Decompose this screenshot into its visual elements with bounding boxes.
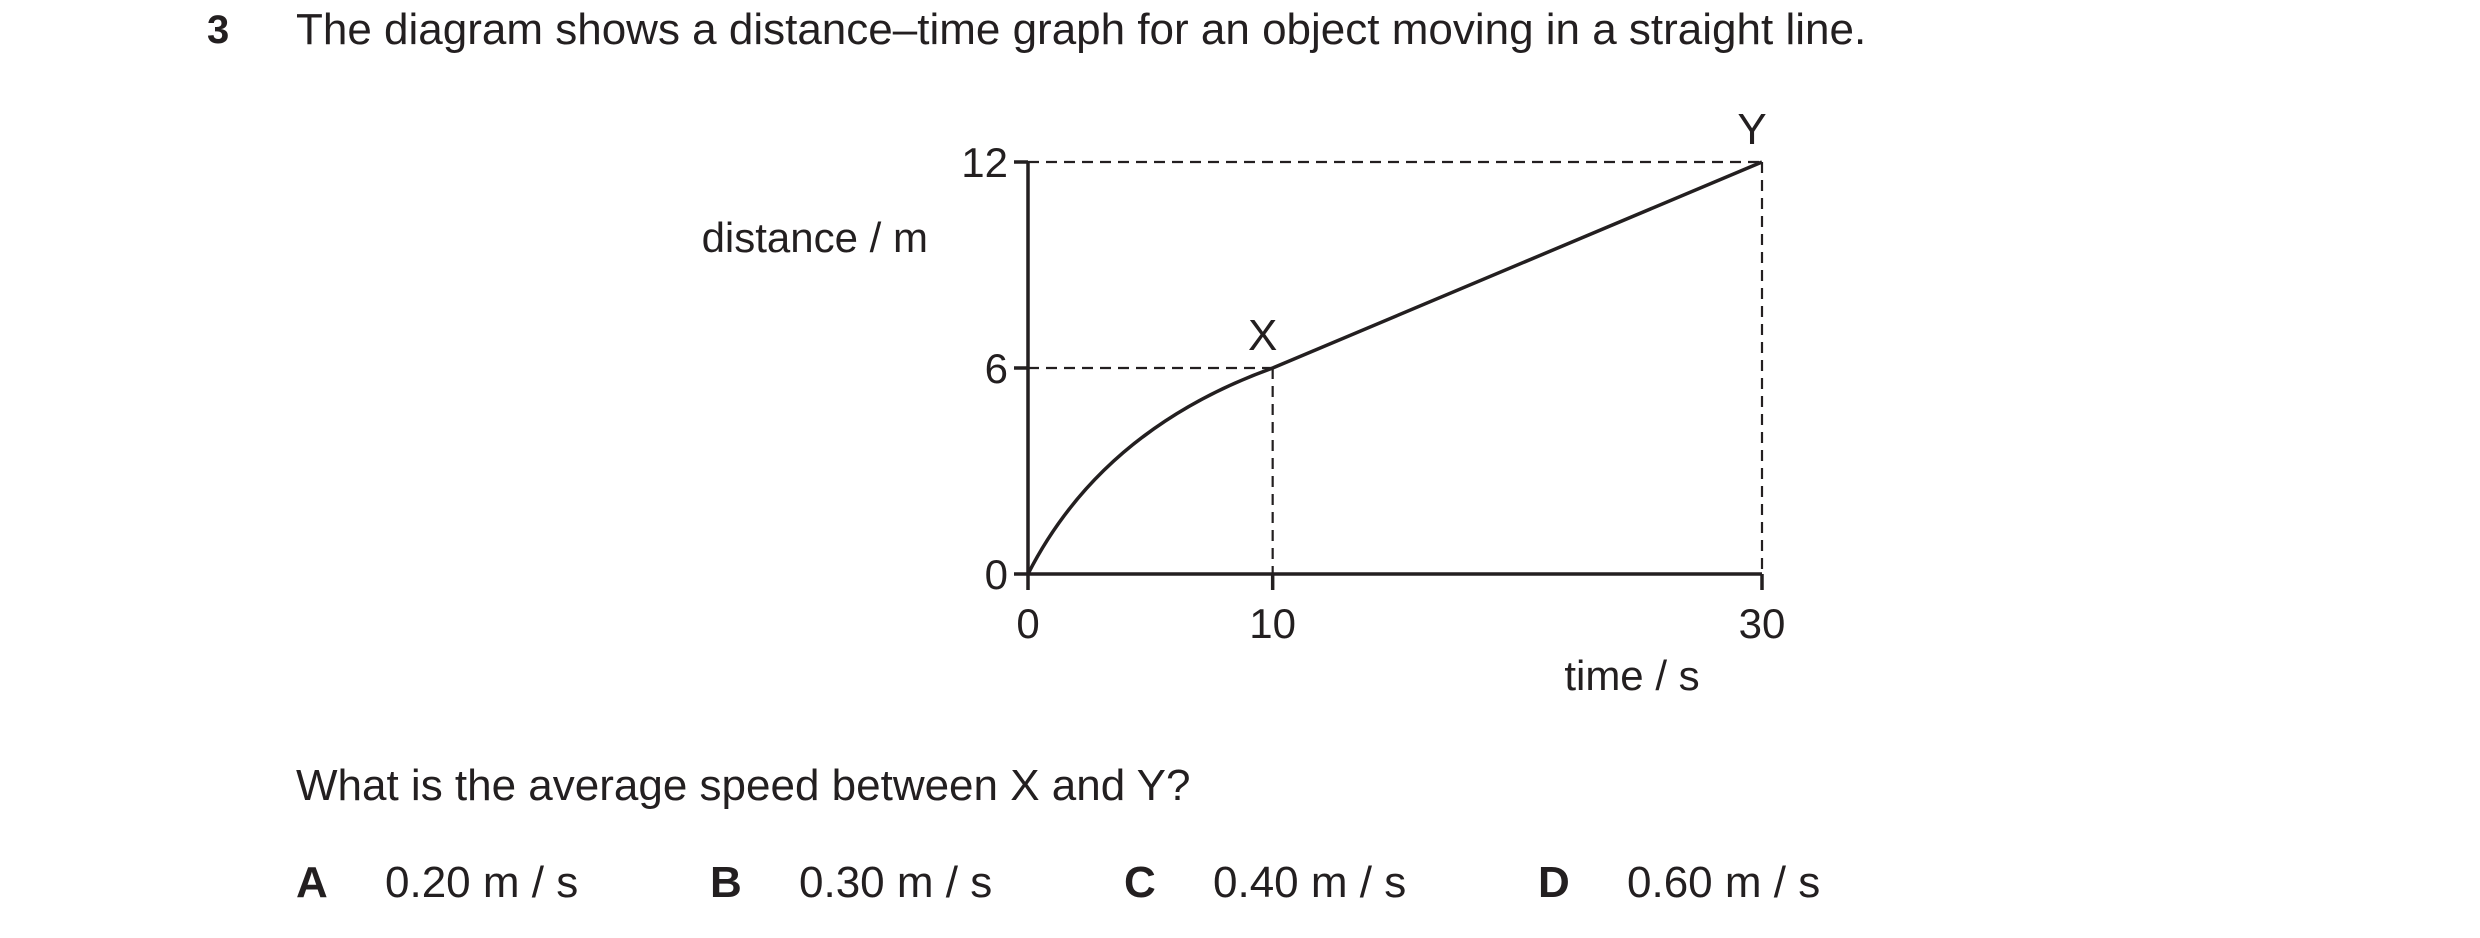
- straight-segment: [1271, 160, 1763, 370]
- question-prompt: What is the average speed between X and …: [296, 761, 1191, 810]
- curve-segment: [1026, 366, 1274, 575]
- x-tick-label-10: 10: [1249, 600, 1296, 647]
- y-axis-label: distance / m: [702, 214, 928, 261]
- y-tick-label-0: 0: [985, 551, 1008, 598]
- point-label-y: Y: [1737, 105, 1766, 154]
- option-a-value: 0.20 m / s: [385, 858, 579, 907]
- x-axis-label: time / s: [1564, 652, 1699, 699]
- question-stem: The diagram shows a distance–time graph …: [296, 5, 1867, 54]
- question-number: 3: [207, 8, 230, 52]
- option-b-letter: B: [710, 858, 742, 907]
- y-tick-label-12: 12: [961, 139, 1008, 186]
- point-label-x: X: [1248, 311, 1277, 360]
- x-tick-label-0: 0: [1016, 600, 1039, 647]
- x-tick-label-30: 30: [1739, 600, 1786, 647]
- option-b-value: 0.30 m / s: [799, 858, 993, 907]
- option-c-letter: C: [1124, 858, 1156, 907]
- option-d-value: 0.60 m / s: [1627, 858, 1821, 907]
- option-a-letter: A: [296, 858, 328, 907]
- option-d-letter: D: [1538, 858, 1570, 907]
- option-c-value: 0.40 m / s: [1213, 858, 1407, 907]
- y-tick-label-6: 6: [985, 345, 1008, 392]
